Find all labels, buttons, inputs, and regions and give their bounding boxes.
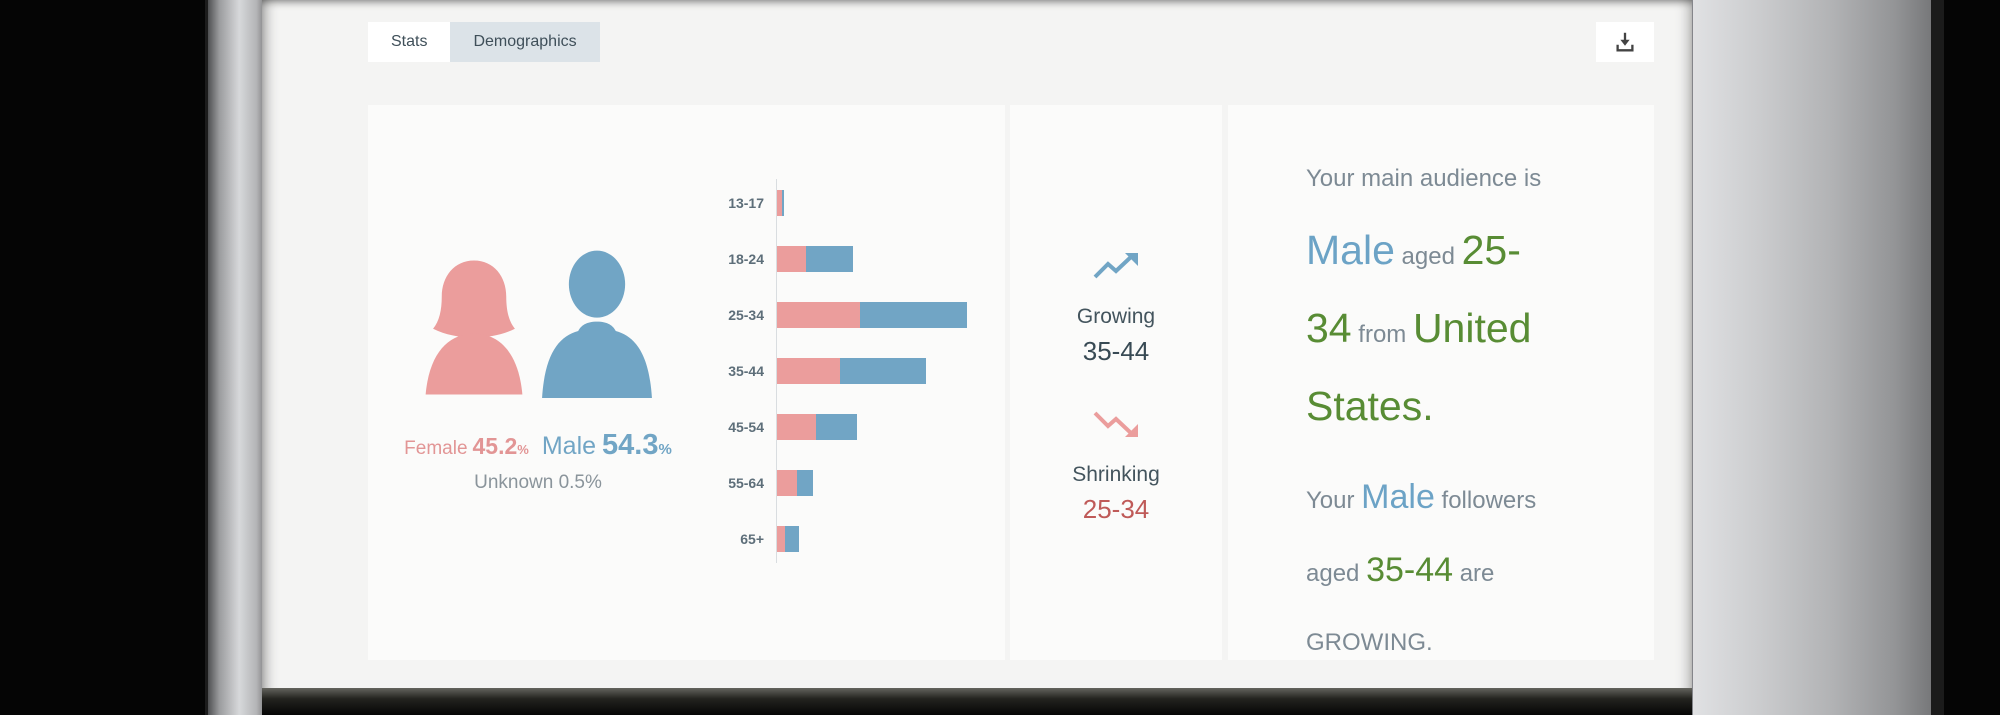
summary-text-segment: Male xyxy=(1306,227,1395,273)
summary-text-segment: GROWING. xyxy=(1306,629,1433,656)
bar-segment-male xyxy=(805,246,854,272)
bar-segment-female xyxy=(777,190,782,216)
male-value: 54.3 xyxy=(602,429,659,461)
bar-segment-female xyxy=(777,526,786,552)
age-bars xyxy=(777,414,858,440)
gender-stats: Female 45.2% Male 54.3% xyxy=(388,429,688,462)
age-label: 45-54 xyxy=(728,419,764,435)
audience-summary-text: Your main audience is Male aged 25- 34 fro… xyxy=(1228,105,1636,679)
device-bezel-left xyxy=(205,0,265,715)
device-bezel-right xyxy=(1692,0,1944,715)
screen-bottom-edge xyxy=(262,688,1692,715)
summary-text-segment: Your main audience is xyxy=(1306,165,1542,192)
screen: Stats Demographics xyxy=(262,0,1692,715)
summary-text-segment: 25- xyxy=(1461,227,1521,273)
download-icon xyxy=(1616,32,1634,52)
trend-up-icon xyxy=(1093,253,1138,279)
summary-text-segment: United xyxy=(1412,305,1532,351)
trend-content: Growing 35-44 Shrinking 25-34 xyxy=(1010,105,1222,525)
male-silhouette-icon xyxy=(542,250,652,399)
bar-segment-female xyxy=(777,358,840,384)
age-label: 65+ xyxy=(740,531,764,547)
age-row-25-34: 25-34 xyxy=(678,287,988,343)
audience-summary-card: Your main audience is Male aged 25- 34 fro… xyxy=(1228,105,1654,660)
age-row-65+: 65+ xyxy=(678,511,988,567)
age-row-35-44: 35-44 xyxy=(678,343,988,399)
tabs: Stats Demographics xyxy=(368,22,600,62)
demographics-panel: Female 45.2% Male 54.3% Unknown 0.5% 13-17 1… xyxy=(368,105,1654,660)
bar-segment-female xyxy=(777,246,806,272)
bar-segment-male xyxy=(781,190,785,216)
summary-text-segment: 34 xyxy=(1306,305,1352,351)
summary-text-segment: aged xyxy=(1394,243,1462,270)
tab-demographics[interactable]: Demographics xyxy=(450,22,600,62)
gender-age-card: Female 45.2% Male 54.3% Unknown 0.5% 13-17 1… xyxy=(368,105,1005,660)
age-bars xyxy=(777,470,813,496)
age-row-13-17: 13-17 xyxy=(678,175,988,231)
shrinking-value: 25-34 xyxy=(1082,494,1150,524)
age-label: 25-34 xyxy=(728,307,764,323)
age-label: 13-17 xyxy=(728,195,764,211)
bar-segment-female xyxy=(777,414,816,440)
growing-value: 35-44 xyxy=(1082,336,1150,366)
summary-text-segment: followers xyxy=(1434,487,1537,514)
shrinking-label: Shrinking xyxy=(1072,463,1160,486)
growing-label: Growing xyxy=(1076,305,1156,328)
bar-segment-male xyxy=(859,302,967,328)
summary-text-segment: aged xyxy=(1306,560,1367,587)
unknown-stat: Unknown 0.5% xyxy=(474,472,602,493)
summary-text-segment: States. xyxy=(1306,383,1434,429)
female-value: 45.2 xyxy=(472,433,518,459)
male-label: Male xyxy=(541,432,597,460)
trend-down-icon xyxy=(1093,411,1138,437)
bar-segment-female xyxy=(777,302,860,328)
female-silhouette-icon xyxy=(425,260,523,395)
bar-segment-male xyxy=(815,414,858,440)
trend-card: Growing 35-44 Shrinking 25-34 xyxy=(1010,105,1222,660)
download-button[interactable] xyxy=(1596,22,1654,62)
summary-text-segment: 35-44 xyxy=(1366,551,1454,589)
age-row-18-24: 18-24 xyxy=(678,231,988,287)
bar-segment-male xyxy=(785,526,799,552)
gender-breakdown: Female 45.2% Male 54.3% Unknown 0.5% xyxy=(388,245,688,494)
age-row-55-64: 55-64 xyxy=(678,455,988,511)
age-bars xyxy=(777,358,927,384)
toolbar: Stats Demographics xyxy=(368,22,1654,62)
age-label: 35-44 xyxy=(728,363,764,379)
summary-sentence-1: Your main audience is Male aged 25- 34 fro… xyxy=(1306,145,1636,450)
summary-text-segment: Male xyxy=(1361,478,1435,516)
age-gender-bar-chart: 13-17 18-24 25-34 35-44 45-54 55-64 65+ xyxy=(678,175,988,567)
bar-segment-male xyxy=(840,358,927,384)
age-label: 55-64 xyxy=(728,475,764,491)
female-label: Female xyxy=(404,438,468,459)
male-percent-sign: % xyxy=(658,441,672,458)
tab-stats[interactable]: Stats xyxy=(368,22,451,62)
age-bars xyxy=(777,302,967,328)
female-percent-sign: % xyxy=(517,442,529,457)
age-bars xyxy=(777,246,854,272)
gender-silhouettes xyxy=(388,245,688,399)
age-bars xyxy=(777,526,799,552)
summary-text-segment: are xyxy=(1453,560,1495,587)
summary-text-segment: from xyxy=(1351,321,1413,348)
age-label: 18-24 xyxy=(728,251,764,267)
summary-text-segment: Your xyxy=(1306,487,1362,514)
bar-segment-female xyxy=(777,470,797,496)
bar-segment-male xyxy=(796,470,813,496)
summary-sentence-2: Your Male followers aged 35-44 are GROWING… xyxy=(1306,464,1636,679)
age-bars xyxy=(777,190,785,216)
age-row-45-54: 45-54 xyxy=(678,399,988,455)
